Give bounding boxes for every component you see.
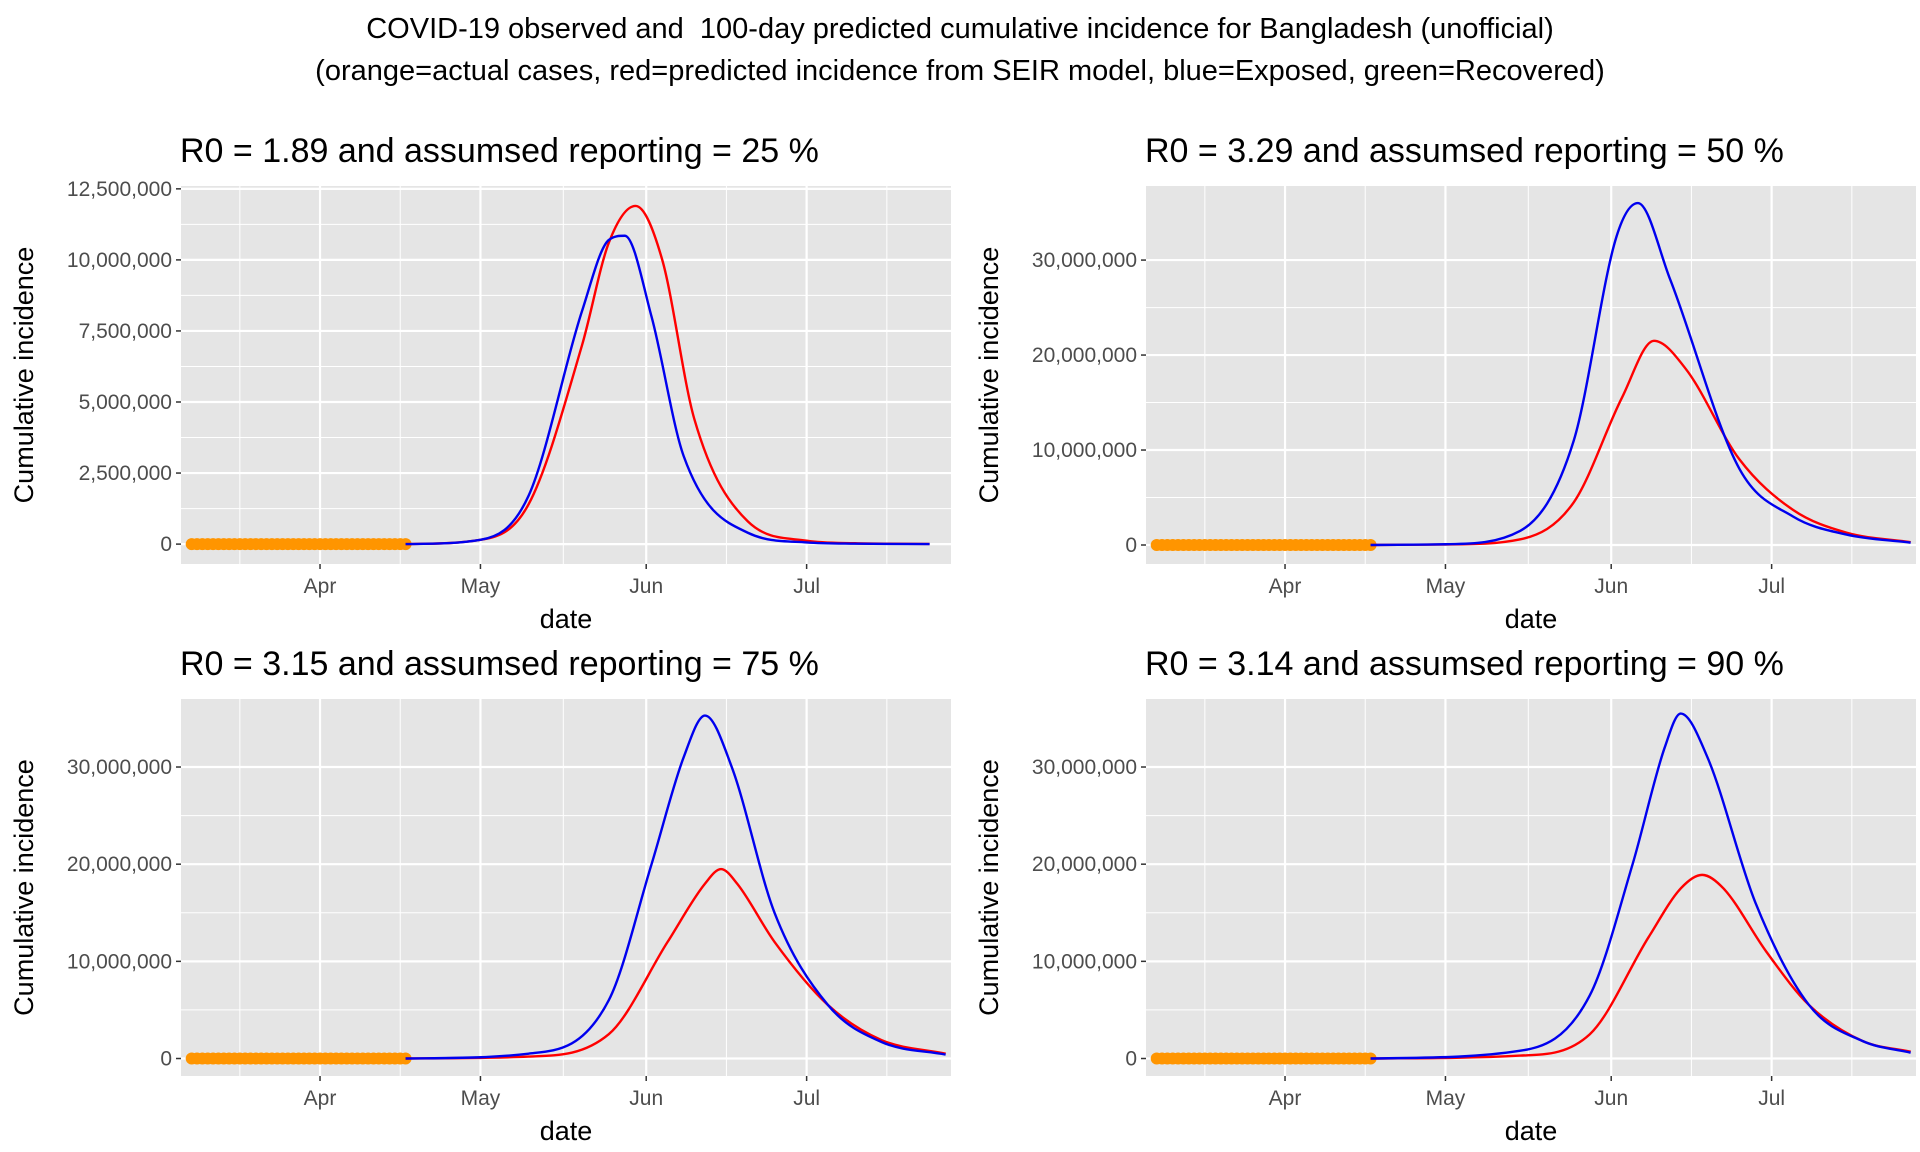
exposed-line <box>1370 712 1911 1060</box>
y-tick-label: 0 <box>160 533 172 556</box>
chart-panel-4: 0 10,000,000 20,000,000 30,000,000 Apr May Jun… <box>974 645 1916 1146</box>
predicted-incidence-line <box>1370 339 1911 547</box>
y-tick-label: 30,000,000 <box>1032 756 1137 779</box>
exposed-line <box>1370 201 1911 547</box>
predicted-incidence-line <box>405 204 930 546</box>
x-tick-label: Jun <box>629 575 663 598</box>
figure-title: COVID-19 observed and 100-day predicted … <box>0 8 1920 92</box>
y-tick-label: 0 <box>1125 534 1137 557</box>
x-tick-label: May <box>1426 575 1466 598</box>
x-tick-label: Jul <box>793 575 820 598</box>
x-axis-title: date <box>1505 604 1558 634</box>
x-tick-label: Jul <box>1758 1087 1785 1110</box>
chart-panel-3: 0 10,000,000 20,000,000 30,000,000 Apr May Jun… <box>9 645 951 1146</box>
y-tick-label: 10,000,000 <box>67 950 172 973</box>
panel-title: R0 = 3.14 and assumsed reporting = 90 % <box>1145 645 1784 683</box>
x-tick-label: Apr <box>1269 1087 1302 1110</box>
y-tick-label: 20,000,000 <box>1032 344 1137 367</box>
y-tick-label: 2,500,000 <box>79 462 172 485</box>
x-tick-label: Jun <box>1594 575 1628 598</box>
x-axis-title: date <box>540 604 593 634</box>
y-tick-label: 30,000,000 <box>67 756 172 779</box>
predicted-incidence-line <box>1370 873 1911 1060</box>
plot-background <box>181 186 951 564</box>
y-tick-label: 10,000,000 <box>67 249 172 272</box>
chart-panel-1: 0 2,500,000 5,000,000 7,500,000 10,000,000 12… <box>9 132 951 634</box>
y-axis-title: Cumulative incidence <box>9 247 39 504</box>
y-tick-label: 0 <box>1125 1048 1137 1071</box>
y-tick-label: 10,000,000 <box>1032 950 1137 973</box>
y-tick-label: 20,000,000 <box>67 853 172 876</box>
y-axis-title: Cumulative incidence <box>9 759 39 1016</box>
y-tick-label: 20,000,000 <box>1032 853 1137 876</box>
panel-title: R0 = 3.15 and assumsed reporting = 75 % <box>180 645 819 683</box>
figure-title-line2: (orange=actual cases, red=predicted inci… <box>315 55 1605 87</box>
x-tick-label: Jul <box>1758 575 1785 598</box>
exposed-line <box>405 234 930 546</box>
x-axis-title: date <box>1505 1116 1558 1146</box>
x-tick-label: Apr <box>1269 575 1302 598</box>
panel-title: R0 = 3.29 and assumsed reporting = 50 % <box>1145 132 1784 170</box>
y-tick-label: 5,000,000 <box>79 391 172 414</box>
y-tick-label: 30,000,000 <box>1032 249 1137 272</box>
x-tick-label: Apr <box>304 1087 337 1110</box>
x-axis-title: date <box>540 1116 593 1146</box>
y-tick-label: 0 <box>160 1048 172 1071</box>
panel-title: R0 = 1.89 and assumsed reporting = 25 % <box>180 132 819 170</box>
x-tick-label: May <box>1426 1087 1466 1110</box>
exposed-line <box>405 714 946 1060</box>
y-axis-title: Cumulative incidence <box>974 247 1004 504</box>
plot-background <box>1146 186 1916 564</box>
x-tick-label: Jun <box>629 1087 663 1110</box>
x-tick-label: Jun <box>1594 1087 1628 1110</box>
x-tick-label: May <box>461 575 501 598</box>
figure-title-line1: COVID-19 observed and 100-day predicted … <box>366 13 1554 45</box>
x-tick-label: May <box>461 1087 501 1110</box>
chart-panel-2: 0 10,000,000 20,000,000 30,000,000 Apr May Jun… <box>974 132 1916 634</box>
y-axis-title: Cumulative incidence <box>974 759 1004 1016</box>
y-tick-label: 12,500,000 <box>67 178 172 201</box>
y-tick-label: 10,000,000 <box>1032 439 1137 462</box>
plot-background <box>1146 699 1916 1076</box>
x-tick-label: Jul <box>793 1087 820 1110</box>
plot-background <box>181 699 951 1076</box>
y-tick-label: 7,500,000 <box>79 320 172 343</box>
x-tick-label: Apr <box>304 575 337 598</box>
predicted-incidence-line <box>405 867 946 1060</box>
